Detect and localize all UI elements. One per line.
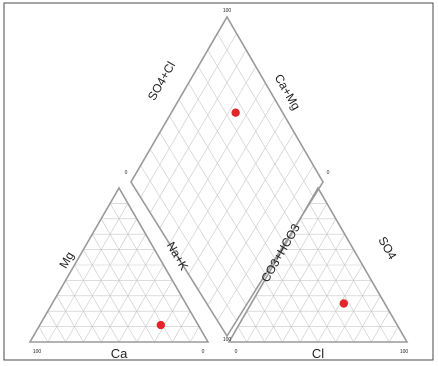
cation-gridline: [47, 203, 129, 343]
anion-outline: [227, 186, 409, 343]
diamond-gridline: [207, 49, 305, 213]
diamond-outline: [130, 15, 324, 338]
anion-tick-right: 100: [400, 349, 409, 355]
anion-sample-point: [339, 299, 349, 308]
anion-tick-left: 0: [235, 349, 238, 355]
cation-nak-label: Na+K: [164, 239, 191, 272]
diamond-gridline: [188, 82, 285, 244]
cation-gridline: [154, 295, 182, 343]
diamond-gridline: [169, 82, 266, 244]
anion-gridline: [237, 326, 248, 343]
anion-gridline: [308, 203, 390, 343]
frame-layer: [28, 15, 409, 343]
anion-gridline: [291, 234, 354, 343]
cation-gridline: [65, 280, 102, 343]
cation-ca-label: Ca: [111, 346, 128, 361]
anion-gridline: [299, 218, 372, 343]
cation-gridline: [47, 311, 66, 343]
anion-gridline: [246, 203, 328, 343]
anion-gridline: [255, 295, 283, 343]
point-layer: [156, 108, 349, 330]
diamond-ca-mg-label: Ca+Mg: [272, 72, 304, 113]
diamond-tick-right: 0: [327, 170, 330, 176]
cation-gridline: [83, 249, 138, 343]
anion-so4-label: SO4: [375, 234, 399, 262]
diamond-sample-point: [231, 108, 240, 117]
anion-gridline: [282, 249, 337, 343]
anion-cl-label: Cl: [312, 346, 324, 361]
diamond-gridline: [178, 99, 276, 260]
anion-gridline: [264, 280, 301, 343]
anion-gridline: [273, 264, 319, 343]
diamond-gridline: [197, 66, 295, 229]
diamond-gridline: [149, 49, 247, 213]
anion-gridline: [282, 234, 345, 343]
cation-outline: [28, 186, 210, 343]
diamond-tick-bottom: 100: [223, 337, 232, 343]
cation-gridline: [74, 264, 120, 343]
cation-tick-right: 0: [202, 349, 205, 355]
cation-gridline: [109, 203, 191, 343]
diamond-so4-cl-label: SO4+Cl: [145, 59, 178, 103]
diamond-gridline: [217, 33, 314, 198]
cation-sample-point: [156, 320, 166, 330]
diamond-tick-top: 100: [223, 8, 232, 14]
cation-gridline: [56, 295, 84, 343]
diamond-tick-left: 0: [125, 170, 128, 176]
diamond-gridline: [159, 66, 257, 229]
anion-gridline: [246, 311, 265, 343]
grid-layer: [38, 33, 399, 343]
anion-co3hco3-label: CO3+HCO3: [258, 221, 303, 285]
anion-gridline: [353, 295, 381, 343]
cation-gridline: [92, 234, 155, 343]
chart-border: [3, 2, 434, 361]
anion-gridline: [388, 326, 399, 343]
cation-gridline: [189, 326, 200, 343]
cation-gridline: [83, 234, 146, 343]
cation-tick-left: 100: [33, 349, 42, 355]
diamond-gridline: [140, 33, 237, 198]
cation-gridline: [118, 264, 164, 343]
cation-gridline: [38, 326, 49, 343]
